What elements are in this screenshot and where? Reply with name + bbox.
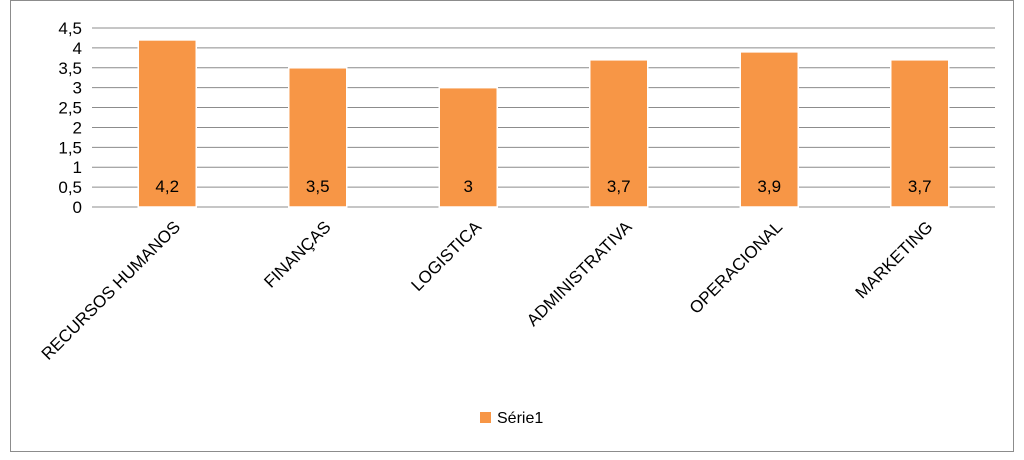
y-tick-label: 1 <box>73 158 82 177</box>
category-label: OPERACIONAL <box>686 217 786 317</box>
data-label: 3,7 <box>607 177 631 196</box>
bar <box>438 86 498 208</box>
category-label: MARKETING <box>852 217 937 302</box>
gridlines <box>92 27 995 208</box>
y-tick-label: 2 <box>73 118 82 137</box>
legend-label: Série1 <box>497 410 543 427</box>
y-tick-label: 3,5 <box>58 59 82 78</box>
data-label: 3,5 <box>306 177 330 196</box>
legend: Série1 <box>480 410 543 427</box>
bar <box>739 51 799 208</box>
category-label: RECURSOS HUMANOS <box>38 217 184 363</box>
data-label: 3,7 <box>908 177 932 196</box>
y-tick-label: 0,5 <box>58 178 82 197</box>
bar <box>890 59 950 208</box>
category-label: ADMINISTRATIVA <box>523 217 636 330</box>
y-tick-label: 4 <box>73 39 82 58</box>
y-tick-label: 4,5 <box>58 19 82 38</box>
y-tick-label: 0 <box>73 198 82 217</box>
bar <box>137 39 197 208</box>
category-labels: RECURSOS HUMANOS FINANÇAS LOGISTICA ADMINIS… <box>38 217 937 364</box>
y-tick-label: 1,5 <box>58 138 82 157</box>
y-axis-ticks: 00,511,522,533,544,5 <box>58 19 82 217</box>
bar <box>589 59 649 208</box>
data-label: 4,2 <box>155 177 179 196</box>
category-label: FINANÇAS <box>260 217 334 291</box>
data-label: 3,9 <box>757 177 781 196</box>
data-labels: 4,2 3,5 3 3,7 3,9 3,7 <box>155 177 931 196</box>
data-label: 3 <box>464 177 473 196</box>
category-label: LOGISTICA <box>408 217 486 295</box>
bars <box>137 39 950 208</box>
bar <box>288 67 348 208</box>
y-tick-label: 3 <box>73 79 82 98</box>
y-tick-label: 2,5 <box>58 99 82 118</box>
legend-swatch <box>480 412 491 423</box>
